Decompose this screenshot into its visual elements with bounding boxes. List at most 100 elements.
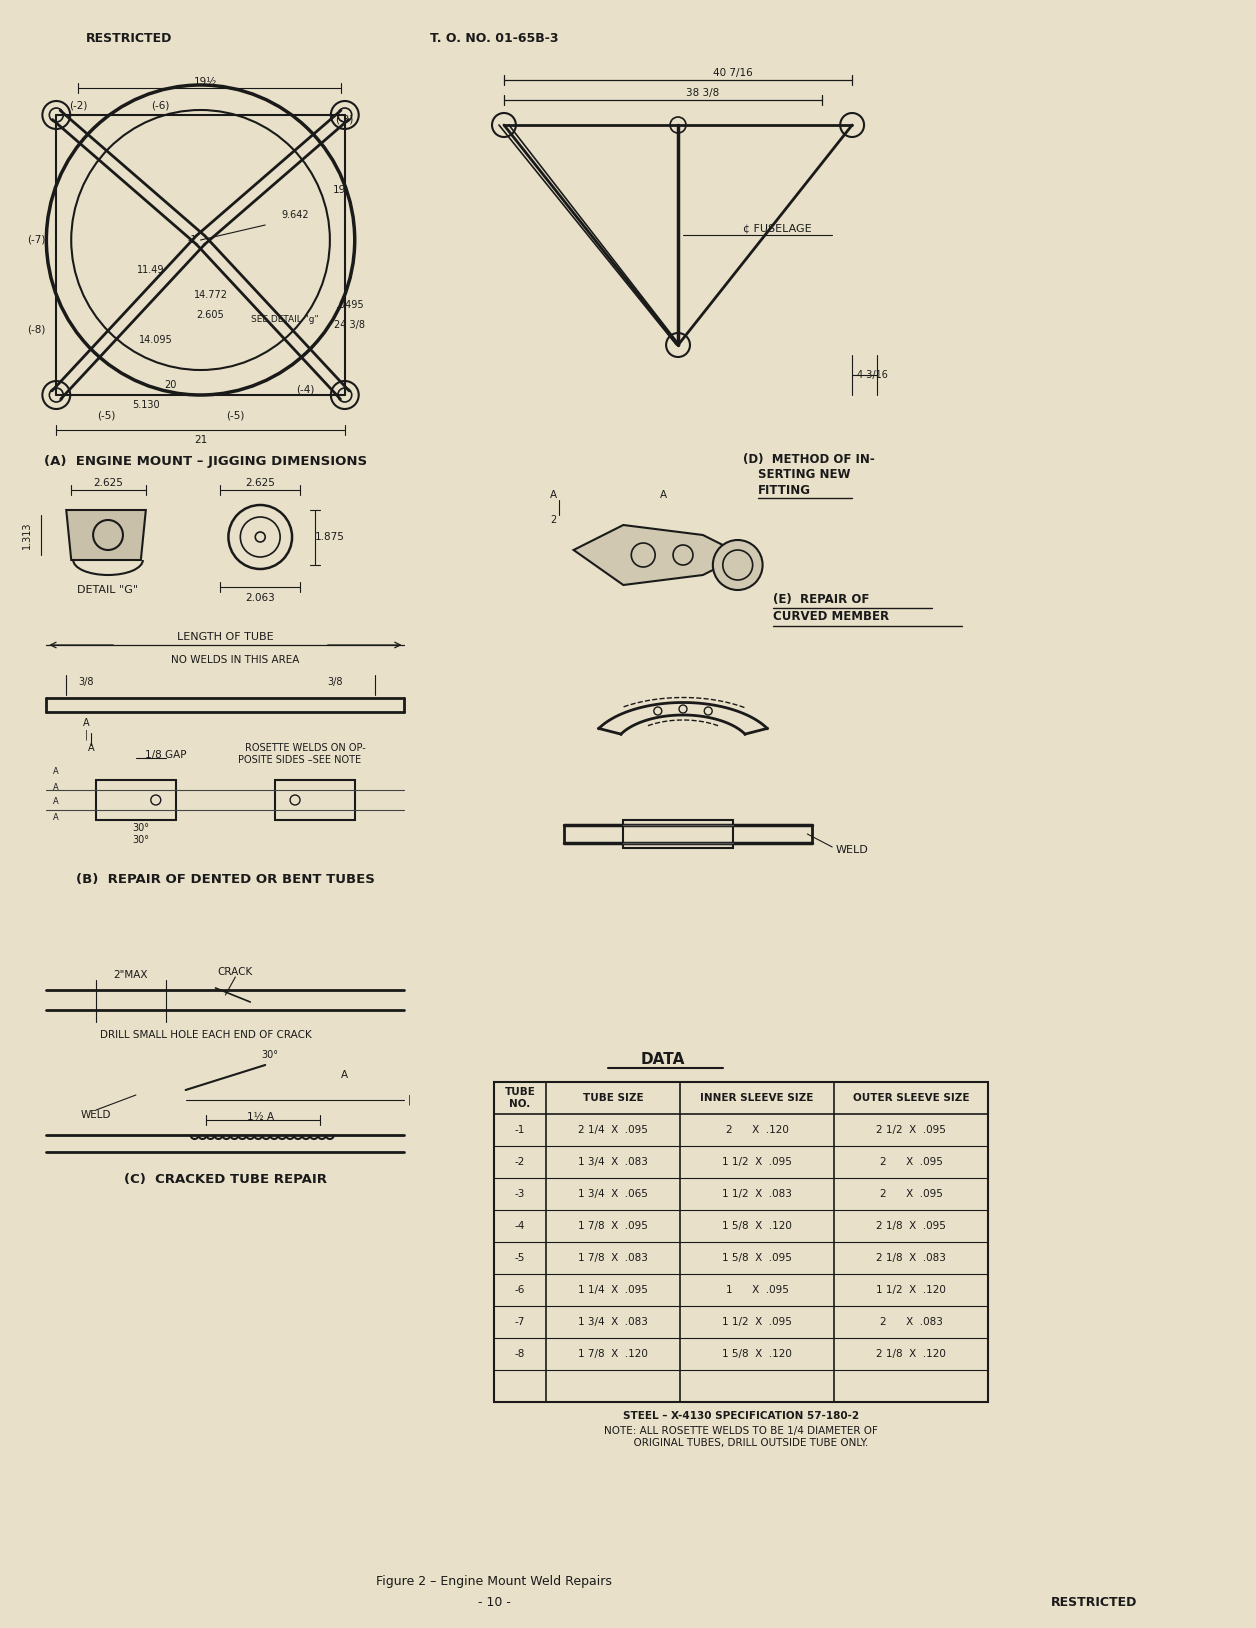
Text: NO WELDS IN THIS AREA: NO WELDS IN THIS AREA xyxy=(171,654,299,664)
Text: -2: -2 xyxy=(515,1158,525,1167)
Text: SERTING NEW: SERTING NEW xyxy=(757,469,850,482)
Text: 1 5/8  X  .120: 1 5/8 X .120 xyxy=(722,1221,793,1231)
Text: (-3): (-3) xyxy=(335,116,354,125)
Text: -5: -5 xyxy=(515,1254,525,1263)
Text: 1 7/8  X  .095: 1 7/8 X .095 xyxy=(578,1221,648,1231)
Text: 14.095: 14.095 xyxy=(139,335,172,345)
Text: POSITE SIDES –SEE NOTE: POSITE SIDES –SEE NOTE xyxy=(239,755,362,765)
Text: 21: 21 xyxy=(193,435,207,444)
Text: 1 1/4  X  .095: 1 1/4 X .095 xyxy=(578,1284,648,1294)
Circle shape xyxy=(666,334,690,357)
Text: RESTRICTED: RESTRICTED xyxy=(87,31,172,44)
Text: ¢ FUSELAGE: ¢ FUSELAGE xyxy=(744,223,811,233)
Text: 1      X  .095: 1 X .095 xyxy=(726,1284,789,1294)
Text: 2      X  .120: 2 X .120 xyxy=(726,1125,789,1135)
Circle shape xyxy=(713,540,762,589)
Text: 2 1/8  X  .083: 2 1/8 X .083 xyxy=(877,1254,946,1263)
Circle shape xyxy=(330,381,359,409)
Text: (-8): (-8) xyxy=(28,326,45,335)
Text: CURVED MEMBER: CURVED MEMBER xyxy=(772,610,889,624)
Text: OUTER SLEEVE SIZE: OUTER SLEEVE SIZE xyxy=(853,1092,970,1104)
Bar xyxy=(275,780,354,821)
Text: 2      X  .083: 2 X .083 xyxy=(880,1317,943,1327)
Text: T. O. NO. 01-65B-3: T. O. NO. 01-65B-3 xyxy=(430,31,558,44)
Circle shape xyxy=(43,381,70,409)
Text: DATA: DATA xyxy=(641,1052,686,1068)
Text: 4 3/16: 4 3/16 xyxy=(857,370,888,379)
Text: SEE DETAIL "g": SEE DETAIL "g" xyxy=(251,316,319,324)
Text: (-5): (-5) xyxy=(97,410,116,420)
Circle shape xyxy=(492,112,516,137)
Text: TUBE SIZE: TUBE SIZE xyxy=(583,1092,643,1104)
Text: A: A xyxy=(83,718,89,728)
Text: 1 7/8  X  .120: 1 7/8 X .120 xyxy=(578,1350,648,1359)
Text: (-7): (-7) xyxy=(28,234,45,244)
Text: Figure 2 – Engine Mount Weld Repairs: Figure 2 – Engine Mount Weld Repairs xyxy=(376,1576,612,1589)
Text: 20: 20 xyxy=(165,379,177,391)
Text: (-5): (-5) xyxy=(226,410,245,420)
Text: (E)  REPAIR OF: (E) REPAIR OF xyxy=(772,594,869,607)
Text: (-6): (-6) xyxy=(152,99,170,111)
Text: 1.313: 1.313 xyxy=(21,521,31,549)
Text: 2: 2 xyxy=(550,514,556,524)
Bar xyxy=(494,1083,988,1402)
Text: - 10 -: - 10 - xyxy=(477,1595,510,1608)
Text: (A)  ENGINE MOUNT – JIGGING DIMENSIONS: (A) ENGINE MOUNT – JIGGING DIMENSIONS xyxy=(44,456,367,469)
Text: 1 5/8  X  .120: 1 5/8 X .120 xyxy=(722,1350,793,1359)
Text: 2"MAX: 2"MAX xyxy=(113,970,148,980)
Text: -1: -1 xyxy=(188,234,197,244)
Text: 30°: 30° xyxy=(132,835,149,845)
Text: 1 3/4  X  .083: 1 3/4 X .083 xyxy=(578,1158,648,1167)
Text: 14.772: 14.772 xyxy=(193,290,227,300)
Text: 2      X  .095: 2 X .095 xyxy=(880,1188,943,1198)
Text: 19: 19 xyxy=(333,186,347,195)
Text: 2.605: 2.605 xyxy=(197,309,225,321)
Text: 1 5/8  X  .095: 1 5/8 X .095 xyxy=(722,1254,793,1263)
Text: 38 3/8: 38 3/8 xyxy=(686,88,720,98)
Text: DETAIL "G": DETAIL "G" xyxy=(78,584,138,594)
Text: 1.875: 1.875 xyxy=(315,532,345,542)
Text: TUBE
NO.: TUBE NO. xyxy=(505,1088,535,1109)
Text: 3/8: 3/8 xyxy=(327,677,343,687)
Text: 2 1/8  X  .095: 2 1/8 X .095 xyxy=(877,1221,946,1231)
Text: 19½: 19½ xyxy=(193,77,217,86)
Bar xyxy=(97,780,176,821)
Text: 2 1/8  X  .120: 2 1/8 X .120 xyxy=(877,1350,946,1359)
Text: 2 1/2  X  .095: 2 1/2 X .095 xyxy=(877,1125,946,1135)
Text: -3: -3 xyxy=(515,1188,525,1198)
Text: A: A xyxy=(54,798,59,806)
Text: INNER SLEEVE SIZE: INNER SLEEVE SIZE xyxy=(701,1092,814,1104)
Text: A: A xyxy=(54,767,59,777)
Text: CRACK: CRACK xyxy=(217,967,252,977)
Text: A: A xyxy=(659,490,667,500)
Text: -1: -1 xyxy=(515,1125,525,1135)
Text: 11.49: 11.49 xyxy=(137,265,165,275)
Text: A: A xyxy=(342,1070,348,1079)
Text: -8: -8 xyxy=(515,1350,525,1359)
Text: RESTRICTED: RESTRICTED xyxy=(1051,1595,1138,1608)
Text: (C)  CRACKED TUBE REPAIR: (C) CRACKED TUBE REPAIR xyxy=(124,1174,327,1187)
Polygon shape xyxy=(574,524,742,584)
Text: 24 3/8: 24 3/8 xyxy=(334,321,365,330)
Text: 1 7/8  X  .083: 1 7/8 X .083 xyxy=(578,1254,648,1263)
Text: 5.130: 5.130 xyxy=(132,400,160,410)
Text: A: A xyxy=(550,490,558,500)
Text: |: | xyxy=(84,729,88,741)
Text: STEEL – X-4130 SPECIFICATION 57-180-2: STEEL – X-4130 SPECIFICATION 57-180-2 xyxy=(623,1411,859,1421)
Text: LENGTH OF TUBE: LENGTH OF TUBE xyxy=(177,632,274,641)
Polygon shape xyxy=(67,510,146,560)
Text: -4: -4 xyxy=(515,1221,525,1231)
Text: 9.642: 9.642 xyxy=(281,210,309,220)
Text: DRILL SMALL HOLE EACH END OF CRACK: DRILL SMALL HOLE EACH END OF CRACK xyxy=(99,1031,311,1040)
Text: 1 3/4  X  .065: 1 3/4 X .065 xyxy=(578,1188,648,1198)
Text: WELD: WELD xyxy=(80,1110,112,1120)
Text: |: | xyxy=(408,1094,411,1105)
Text: (D)  METHOD OF IN-: (D) METHOD OF IN- xyxy=(742,454,874,467)
Text: 1½ A: 1½ A xyxy=(246,1112,274,1122)
Text: (B)  REPAIR OF DENTED OR BENT TUBES: (B) REPAIR OF DENTED OR BENT TUBES xyxy=(75,874,374,887)
Circle shape xyxy=(255,532,265,542)
Text: FITTING: FITTING xyxy=(757,484,810,497)
Text: 1 1/2  X  .083: 1 1/2 X .083 xyxy=(722,1188,793,1198)
Circle shape xyxy=(840,112,864,137)
Text: (-4): (-4) xyxy=(296,384,314,396)
